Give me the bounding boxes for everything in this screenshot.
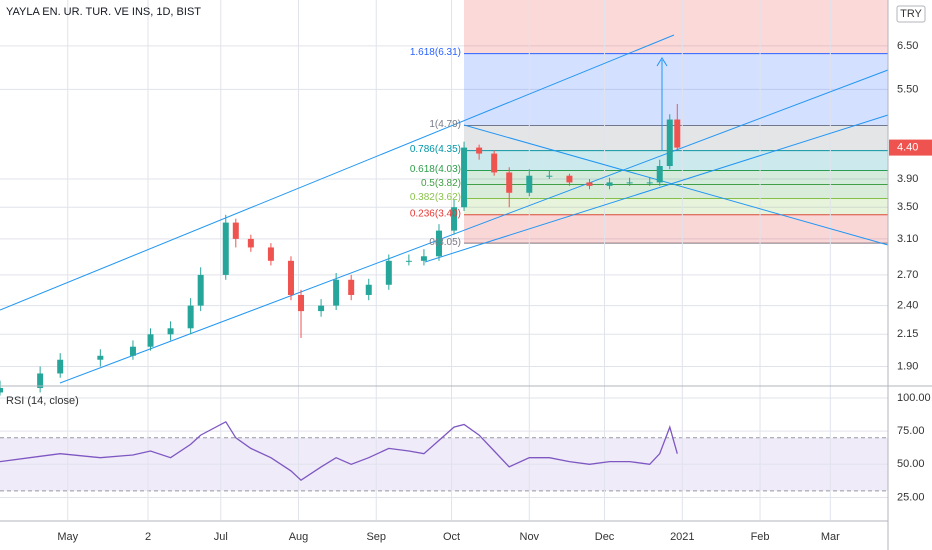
candle-body	[97, 355, 104, 360]
fib-band	[464, 0, 888, 54]
x-tick-label: 2	[145, 531, 151, 543]
fib-band	[464, 150, 888, 171]
candle-body	[506, 172, 513, 193]
candle-body	[566, 175, 573, 183]
fib-band	[464, 214, 888, 244]
y-tick-label: 2.40	[897, 300, 918, 312]
fib-label: 1.618(6.31)	[410, 47, 461, 58]
candle-body	[318, 305, 325, 312]
candle-body	[167, 328, 174, 335]
candle-body	[37, 373, 44, 388]
last-price-box	[889, 139, 932, 156]
candle-body	[385, 260, 392, 285]
drawings	[0, 34, 889, 384]
x-tick-label: Nov	[520, 531, 540, 543]
y-tick-label: 2.70	[897, 269, 918, 281]
rsi-title: RSI (14, close)	[6, 395, 79, 407]
candle-body	[646, 182, 653, 184]
candle-body	[526, 175, 533, 193]
candle-body	[197, 274, 204, 306]
x-tick-label: May	[57, 531, 78, 543]
fib-label: 1(4.79)	[429, 119, 461, 130]
y-tick-label: 5.50	[897, 83, 918, 95]
trend-line	[0, 34, 675, 311]
fib-label: 0.618(4.03)	[410, 164, 461, 175]
marks	[0, 104, 681, 482]
candle-body	[491, 153, 498, 173]
x-tick-label: Sep	[366, 531, 386, 543]
candle-body	[267, 247, 274, 261]
candle-body	[420, 256, 427, 261]
x-tick-label: Mar	[821, 531, 840, 543]
trend-line	[59, 69, 889, 384]
x-tick-label: 2021	[670, 531, 694, 543]
currency-box	[896, 5, 926, 23]
arrow-head	[656, 57, 668, 67]
y-tick-label: 6.50	[897, 40, 918, 52]
fib-label: 0(3.05)	[429, 237, 461, 248]
candle-body	[187, 305, 194, 329]
candle-body	[666, 119, 673, 166]
candle-body	[546, 175, 553, 177]
candle-body	[586, 182, 593, 186]
background	[0, 0, 888, 520]
y-tick-label: 75.00	[897, 425, 925, 437]
chart-title: YAYLA EN. UR. TUR. VE INS, 1D, BIST	[6, 6, 201, 18]
candle-body	[451, 207, 458, 231]
last-price-label: 4.40	[897, 141, 918, 153]
trend-line	[463, 124, 889, 246]
fib-label: 0.5(3.82)	[421, 178, 461, 189]
y-tick-label: 3.10	[897, 233, 918, 245]
x-tick-label: Oct	[443, 531, 460, 543]
x-tick-label: Feb	[751, 531, 770, 543]
fib-label: 0.382(3.62)	[410, 192, 461, 203]
fib-band	[464, 53, 888, 126]
candle-body	[222, 222, 229, 275]
fib-band	[464, 198, 888, 215]
candle-body	[656, 165, 663, 183]
y-tick-label: 50.00	[897, 458, 925, 470]
currency: TRY	[900, 8, 922, 20]
y-tick-label: 100.00	[897, 392, 931, 404]
candle-body	[461, 147, 468, 208]
candle-body	[333, 279, 340, 306]
candle-body	[57, 359, 64, 374]
candle-body	[435, 230, 442, 257]
candle-body	[348, 279, 355, 295]
candle-body	[0, 387, 3, 393]
candle-body	[606, 182, 613, 186]
candle-body	[232, 222, 239, 239]
candle-body	[147, 334, 154, 347]
fib-label: 0.236(3.40)	[410, 208, 461, 219]
x-tick-label: Jul	[214, 531, 228, 543]
x-tick-label: Aug	[289, 531, 309, 543]
y-tick-label: 3.90	[897, 173, 918, 185]
rsi-line	[0, 420, 678, 482]
y-tick-label: 25.00	[897, 491, 925, 503]
fib-band	[464, 184, 888, 199]
fib-label: 0.786(4.35)	[410, 144, 461, 155]
trend-line	[424, 114, 889, 263]
y-tick-label: 3.50	[897, 201, 918, 213]
candle-body	[476, 147, 483, 154]
y-tick-label: 1.90	[897, 360, 918, 372]
candle-body	[365, 284, 372, 295]
candle-body	[298, 294, 305, 312]
candle-body	[247, 238, 254, 248]
candle-body	[626, 182, 633, 184]
candle-body	[287, 260, 294, 295]
y-tick-label: 2.15	[897, 328, 918, 340]
candle-body	[405, 260, 412, 262]
x-tick-label: Dec	[595, 531, 615, 543]
candle-body	[674, 119, 681, 148]
candle-body	[129, 346, 136, 356]
